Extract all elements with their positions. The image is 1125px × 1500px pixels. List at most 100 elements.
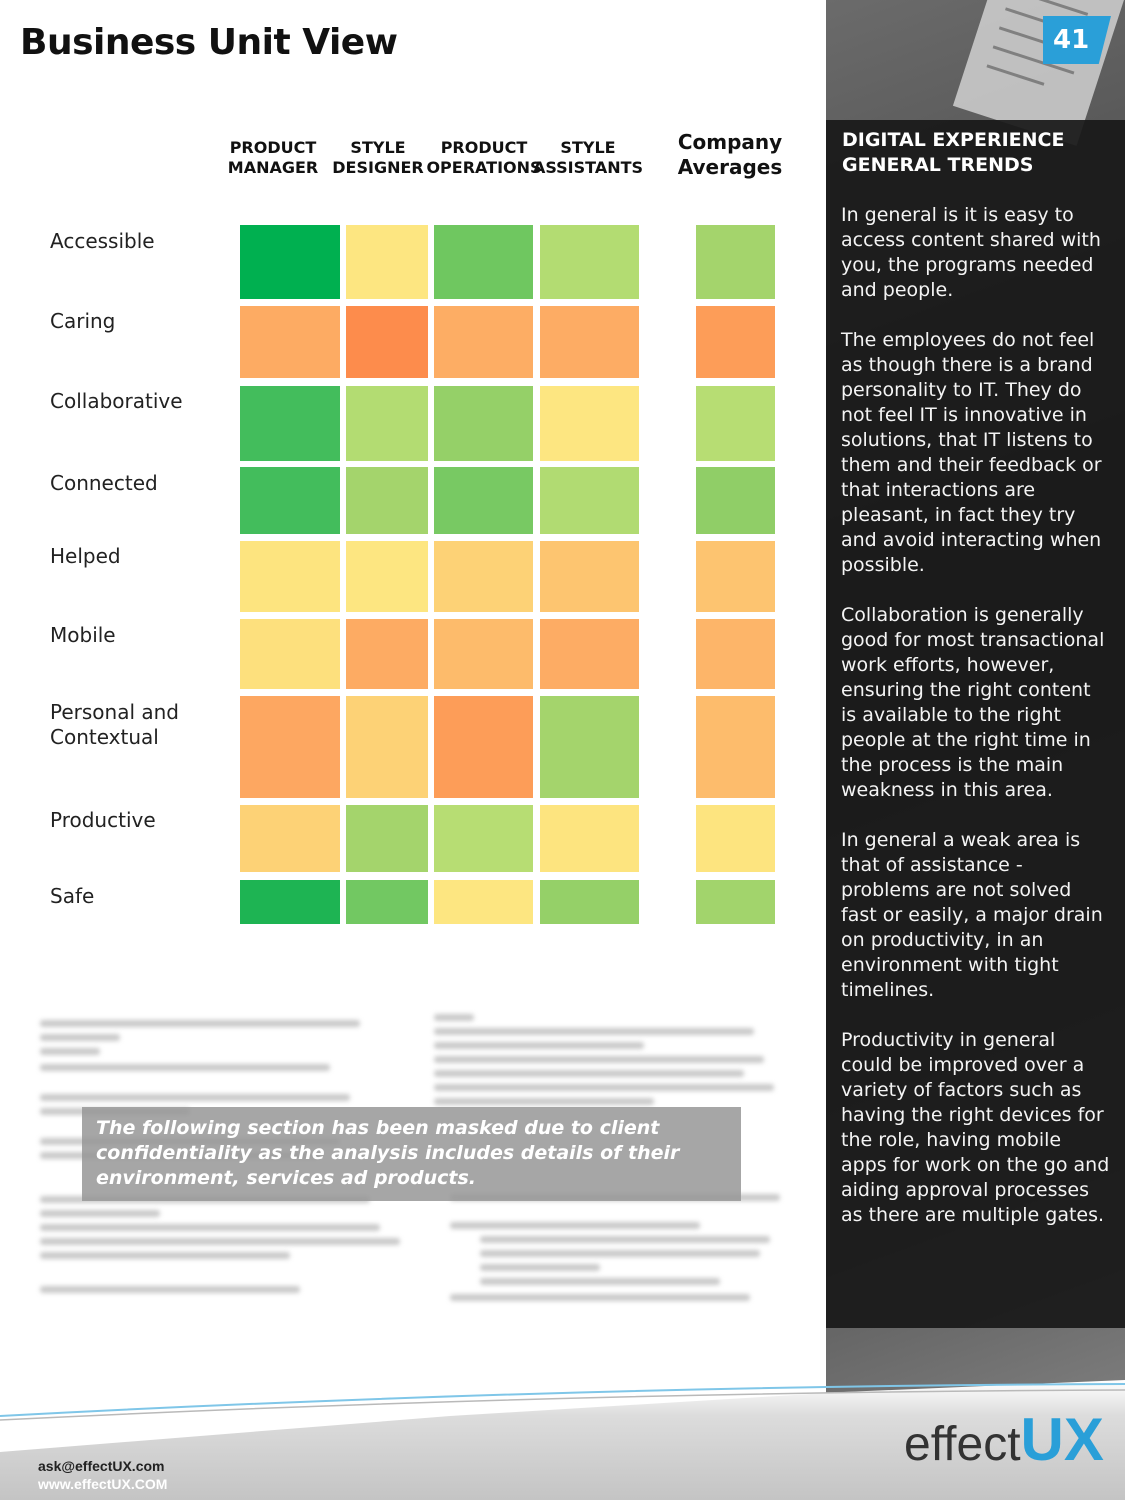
heatmap-cell	[240, 225, 340, 299]
trend-paragraph: In general is it is easy to access conte…	[841, 204, 1101, 301]
column-header-line: OPERATIONS	[426, 158, 542, 177]
trend-paragraph: The employees do not feel as though ther…	[841, 329, 1102, 576]
row-label: Personal and Contextual	[50, 700, 230, 750]
column-header-line: Averages	[677, 155, 783, 179]
heatmap-cell	[696, 619, 775, 689]
column-header-line: ASSISTANTS	[532, 158, 644, 177]
heatmap-cell	[696, 386, 775, 461]
heatmap-cell	[540, 880, 639, 924]
heatmap-cell	[346, 225, 428, 299]
row-label: Connected	[50, 471, 230, 496]
heatmap-cell	[434, 805, 533, 872]
heatmap-cell	[696, 467, 775, 534]
heatmap-cell	[346, 619, 428, 689]
heatmap-cell	[346, 306, 428, 378]
heatmap-cell	[540, 225, 639, 299]
row-label-line: Productive	[50, 808, 156, 832]
heatmap-cell	[540, 696, 639, 798]
row-label-line: Mobile	[50, 623, 116, 647]
logo-effect-text: effect	[904, 1418, 1021, 1471]
row-label: Mobile	[50, 623, 230, 648]
heatmap-cell	[240, 619, 340, 689]
heatmap-cell	[346, 541, 428, 612]
column-header: STYLE DESIGNER	[313, 138, 443, 178]
heatmap-cell	[696, 541, 775, 612]
heatmap-cell	[434, 306, 533, 378]
column-header: Company Averages	[665, 130, 795, 180]
row-label-line: Collaborative	[50, 389, 183, 413]
row-label-line: Safe	[50, 884, 95, 908]
heatmap-cell	[434, 541, 533, 612]
row-label: Collaborative	[50, 389, 230, 414]
trends-heading-line: GENERAL TRENDS	[842, 154, 1034, 176]
heatmap-cell	[540, 619, 639, 689]
website-link[interactable]: www.effectUX.COM	[38, 1476, 168, 1492]
footer-swoosh	[0, 1383, 1125, 1421]
row-label: Productive	[50, 808, 230, 833]
heatmap-cell	[240, 880, 340, 924]
heatmap-cell	[434, 467, 533, 534]
row-label-line: Accessible	[50, 229, 155, 253]
heatmap-cell	[346, 467, 428, 534]
row-label: Helped	[50, 544, 230, 569]
trends-heading-line: DIGITAL EXPERIENCE	[842, 129, 1065, 151]
trend-paragraph: Productivity in general could be improve…	[841, 1029, 1110, 1226]
heatmap-cell	[696, 225, 775, 299]
row-label-line: Helped	[50, 544, 121, 568]
confidentiality-notice: The following section has been masked du…	[96, 1117, 680, 1189]
heatmap-cell	[540, 306, 639, 378]
heatmap-cell	[434, 696, 533, 798]
heatmap-cell	[434, 225, 533, 299]
heatmap-cell	[540, 805, 639, 872]
column-header-line: STYLE	[560, 138, 616, 157]
page-number: 41	[1053, 25, 1090, 55]
trend-paragraph: In general a weak area is that of assist…	[841, 829, 1103, 1001]
heatmap-cell	[240, 386, 340, 461]
heatmap-cell	[346, 386, 428, 461]
trends-text: In general is it is easy to access conte…	[841, 203, 1111, 1253]
row-label-line: Connected	[50, 471, 158, 495]
trends-heading: DIGITAL EXPERIENCE GENERAL TRENDS	[842, 128, 1112, 178]
effectux-logo: effectUX	[904, 1410, 1104, 1475]
row-label: Caring	[50, 309, 230, 334]
heatmap-cell	[346, 805, 428, 872]
column-header-line: PRODUCT	[229, 138, 317, 157]
row-label-line: Contextual	[50, 725, 159, 749]
column-header: PRODUCT OPERATIONS	[419, 138, 549, 178]
heatmap-cell	[696, 306, 775, 378]
trend-paragraph: Collaboration is generally good for most…	[841, 604, 1105, 801]
heatmap-cell	[434, 386, 533, 461]
heatmap-cell	[240, 696, 340, 798]
trends-panel	[826, 120, 1125, 1328]
heatmap-cell	[696, 805, 775, 872]
heatmap-cell	[346, 880, 428, 924]
row-label-line: Personal and	[50, 700, 180, 724]
page-number-badge: 41	[1043, 16, 1111, 64]
heatmap-cell	[434, 619, 533, 689]
heatmap-cell	[540, 541, 639, 612]
row-label-line: Caring	[50, 309, 116, 333]
heatmap-cell	[696, 696, 775, 798]
logo-ux-text: UX	[1020, 1406, 1104, 1473]
column-header: PRODUCT MANAGER	[208, 138, 338, 178]
heatmap-cell	[540, 386, 639, 461]
heatmap-cell	[240, 541, 340, 612]
heatmap-cell	[540, 467, 639, 534]
row-label: Accessible	[50, 229, 230, 254]
row-label: Safe	[50, 884, 230, 909]
heatmap-cell	[696, 880, 775, 924]
heatmap-cell	[240, 467, 340, 534]
column-header-line: PRODUCT	[440, 138, 528, 157]
column-header-line: STYLE	[350, 138, 406, 157]
heatmap-cell	[240, 805, 340, 872]
heatmap-cell	[240, 306, 340, 378]
confidentiality-notice-box	[82, 1107, 741, 1201]
column-header-line: DESIGNER	[332, 158, 424, 177]
column-header-line: Company	[677, 130, 783, 154]
heatmap-cell	[346, 696, 428, 798]
column-header: STYLE ASSISTANTS	[523, 138, 653, 178]
column-header-line: MANAGER	[227, 158, 319, 177]
contact-email[interactable]: ask@effectUX.com	[38, 1458, 165, 1474]
page-title: Business Unit View	[20, 22, 398, 63]
heatmap-cell	[434, 880, 533, 924]
